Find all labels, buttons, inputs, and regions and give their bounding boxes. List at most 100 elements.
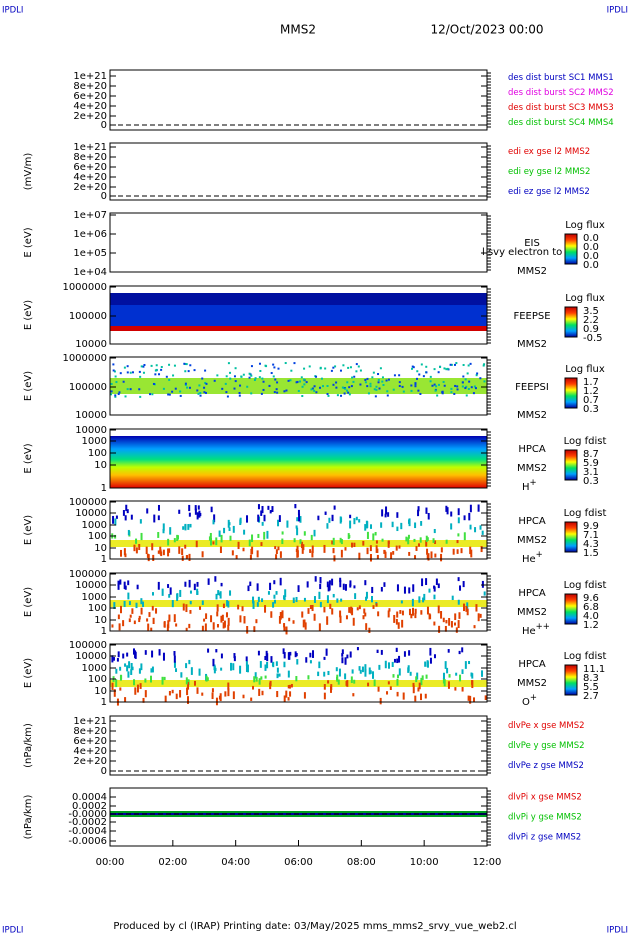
spectrogram-dot [378, 664, 381, 670]
spectrogram-dot [233, 653, 236, 659]
spectrogram-dot [261, 377, 264, 380]
y-tick-label: 4e+20 [73, 101, 107, 112]
spectrogram-dot [365, 596, 368, 601]
spectrogram-dot [115, 515, 118, 519]
spectrogram-dot [269, 680, 272, 686]
spectrogram-dot [264, 664, 267, 671]
spectrogram-dot [118, 623, 121, 631]
spectrogram-dot [189, 590, 192, 594]
spectrogram-dot [353, 679, 356, 684]
spectrogram-dot [255, 676, 258, 682]
spectrogram-dot [412, 584, 415, 592]
colorbar-title: Log flux [565, 293, 605, 304]
spectrogram-dot [258, 688, 261, 696]
spectrogram-dot [245, 660, 248, 667]
spectrogram-dot [206, 677, 209, 681]
spectrogram-dot [387, 540, 390, 548]
spectrogram-dot [246, 385, 249, 388]
spectrogram-dot [309, 549, 312, 553]
spectrogram-dot [142, 697, 145, 703]
spectrogram-dot [147, 554, 150, 562]
corner-label: IPDLI [2, 926, 23, 934]
spectrogram-dot [466, 602, 469, 609]
spectrogram-dot [165, 375, 168, 378]
spectrogram-dot [334, 365, 337, 368]
spectrogram-dot [127, 529, 130, 536]
legend-entry: dlvPi z gse MMS2 [508, 833, 581, 843]
y-tick-label: 10 [94, 686, 107, 697]
spectrogram-dot [461, 687, 464, 692]
spectrogram-dot [132, 648, 135, 655]
spectrogram-dot [457, 508, 460, 516]
spectrogram-dot [296, 527, 299, 536]
spectrogram-dot [395, 618, 398, 625]
spectrogram-dot [262, 388, 265, 391]
spectrogram-dot [454, 384, 457, 387]
spectrogram-dot [340, 539, 343, 545]
spectrogram-dot [299, 380, 302, 383]
spectrogram-dot [482, 364, 485, 367]
spectrogram-dot [457, 599, 460, 605]
spectrogram-dot [328, 584, 331, 591]
spectrogram-dot [323, 544, 326, 553]
spectrogram-dot [238, 394, 241, 397]
spectrogram-dot [365, 591, 368, 599]
spectrogram-dot [151, 592, 154, 596]
spectrogram-dot [444, 625, 447, 632]
spectrogram-dot [234, 380, 237, 383]
spectrogram-dot [381, 376, 384, 379]
spectrogram-dot [276, 391, 279, 394]
spectrogram-dot [336, 394, 339, 397]
title: MMS2 [280, 23, 316, 37]
spectrogram-dot [223, 620, 226, 628]
spectrogram-dot [477, 504, 480, 512]
spectrogram-dot [258, 678, 261, 685]
spectrogram-dot [281, 538, 284, 545]
spectrogram-dot [168, 548, 171, 553]
spectrogram-dot [464, 387, 467, 390]
spectrogram-dot [393, 614, 396, 623]
spectrogram-dot [203, 618, 206, 622]
spectrogram-dot [451, 595, 454, 601]
spectrogram-dot [138, 370, 141, 373]
spectrogram-dot [231, 550, 234, 556]
spectrogram-dot [326, 393, 329, 396]
spectrogram-dot [433, 383, 436, 386]
spectrogram-dot [414, 522, 417, 529]
spectrogram-dot [189, 364, 192, 367]
spectrogram-dot [425, 674, 428, 679]
spectrogram-dot [151, 393, 154, 396]
y-tick-label: -0.0004 [68, 826, 107, 837]
spectrogram-dot [347, 366, 350, 369]
spectrogram-dot [349, 583, 352, 588]
spectrogram-dot [469, 504, 472, 513]
spectrogram-dot [398, 668, 401, 676]
spectrogram-dot [391, 521, 394, 528]
spectrogram-dot [115, 381, 118, 384]
y-tick-label: 4e+20 [73, 746, 107, 757]
spectrogram-dot [369, 545, 372, 552]
spectrogram-dot [295, 525, 298, 529]
spectrogram-dot [163, 676, 166, 681]
colorbar-title: Log fdist [564, 580, 607, 591]
instrument-label: MMS2 [517, 535, 547, 546]
spectrogram-dot [472, 392, 475, 395]
spectrogram-dot [135, 538, 138, 544]
spectrogram-dot [373, 388, 376, 391]
spectrogram-dot [260, 510, 263, 516]
spectrogram-dot [128, 618, 131, 623]
spectrogram-dot [112, 363, 115, 366]
spectrogram-dot [204, 391, 207, 394]
y-tick-label: 1e+21 [73, 71, 107, 82]
spectrogram-dot [419, 693, 422, 701]
species-sup: + [530, 478, 537, 488]
spectrogram-dot [179, 589, 182, 597]
spectrogram-dot [263, 514, 266, 522]
spectrogram-dot [260, 676, 263, 680]
spectrogram-dot [130, 514, 133, 520]
spectrogram-dot [140, 663, 143, 671]
spectrogram-dot [264, 364, 267, 367]
spectrogram-dot [349, 514, 352, 519]
spectrogram-dot [367, 392, 370, 395]
spectrogram-dot [219, 591, 222, 599]
